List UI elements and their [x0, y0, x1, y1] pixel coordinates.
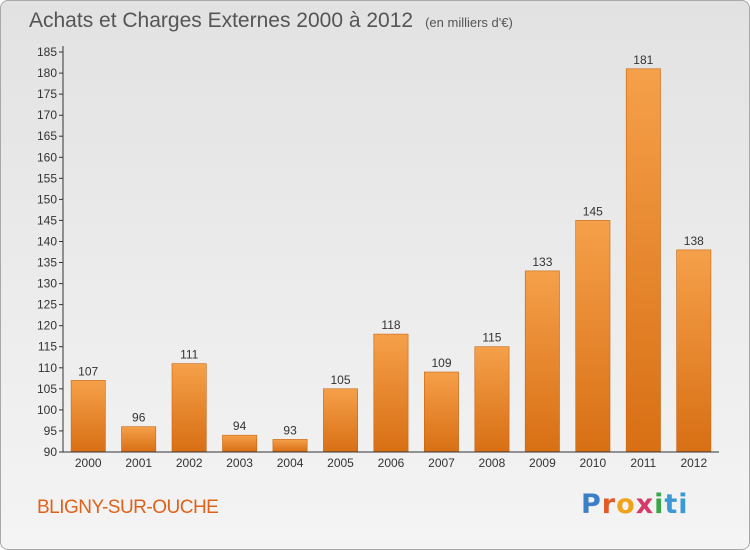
chart-title: Achats et Charges Externes 2000 à 2012 (e…: [29, 9, 513, 33]
logo-letter: P: [581, 489, 602, 520]
y-tick-label: 115: [38, 340, 57, 354]
x-tick-label: 2000: [75, 456, 102, 470]
bar-2008: [474, 346, 510, 453]
value-label: 111: [180, 348, 199, 362]
logo-letter: r: [601, 489, 617, 520]
logo-letter: o: [616, 489, 636, 520]
commune-name: BLIGNY-SUR-OUCHE: [37, 497, 219, 518]
x-tick-label: 2001: [125, 456, 152, 470]
x-tick-label: 2004: [277, 456, 304, 470]
y-tick-label: 165: [37, 129, 57, 143]
y-tick-label: 155: [37, 171, 57, 185]
bar-2006: [373, 333, 409, 453]
value-label: 93: [283, 423, 297, 437]
bar-2002: [171, 363, 207, 453]
x-tick-label: 2011: [630, 456, 656, 470]
y-tick-label: 160: [37, 150, 57, 164]
y-tick-label: 145: [37, 213, 57, 227]
value-label: 109: [431, 356, 451, 370]
x-tick-label: 2007: [428, 456, 455, 470]
bar-2012: [676, 249, 712, 453]
y-tick-label: 95: [44, 424, 58, 438]
x-tick-label: 2006: [378, 456, 405, 470]
value-label: 115: [482, 331, 501, 345]
logo-letter: x: [635, 489, 655, 520]
bar-2009: [524, 270, 560, 453]
bar-2005: [323, 388, 358, 453]
x-tick-label: 2003: [226, 456, 253, 470]
chart-title-text: Achats et Charges Externes 2000 à 2012: [29, 9, 414, 32]
x-tick-label: 2008: [479, 456, 506, 470]
y-tick-label: 175: [37, 87, 57, 101]
x-tick-label: 2009: [529, 456, 556, 470]
y-tick-label: 170: [37, 108, 57, 122]
y-tick-label: 135: [37, 256, 57, 270]
y-tick-label: 130: [37, 277, 57, 291]
y-tick-label: 120: [37, 319, 57, 333]
y-tick-label: 140: [37, 235, 57, 249]
bar-2010: [575, 220, 611, 453]
bar-2003: [222, 434, 258, 453]
value-label: 105: [330, 373, 350, 387]
proxiti-logo: Proxiti: [581, 489, 689, 520]
bar-2000: [70, 380, 106, 453]
y-tick-label: 150: [37, 192, 57, 206]
x-tick-label: 2002: [176, 456, 203, 470]
logo-letter: i: [654, 489, 665, 520]
value-label: 96: [132, 411, 146, 425]
y-tick-label: 105: [37, 382, 57, 396]
value-label: 118: [381, 318, 400, 332]
value-label: 138: [684, 234, 704, 248]
x-tick-label: 2010: [579, 456, 606, 470]
value-label: 181: [633, 53, 653, 67]
value-label: 145: [583, 204, 603, 218]
value-label: 107: [78, 364, 98, 378]
x-tick-label: 2012: [680, 456, 707, 470]
bar-2011: [625, 68, 661, 453]
y-tick-label: 90: [44, 445, 58, 459]
chart-unit: (en milliers d'€): [425, 15, 513, 30]
bar-2004: [272, 439, 308, 453]
value-label: 94: [233, 419, 247, 433]
y-tick-label: 110: [38, 361, 57, 375]
value-label: 133: [532, 255, 552, 269]
y-tick-label: 125: [37, 298, 57, 312]
x-tick-label: 2005: [327, 456, 354, 470]
bar-2007: [423, 371, 459, 453]
y-tick-label: 180: [37, 66, 57, 80]
bar-2001: [121, 426, 157, 453]
y-tick-label: 185: [37, 45, 57, 59]
logo-letter: ti: [664, 489, 689, 520]
y-tick-label: 100: [37, 403, 57, 417]
